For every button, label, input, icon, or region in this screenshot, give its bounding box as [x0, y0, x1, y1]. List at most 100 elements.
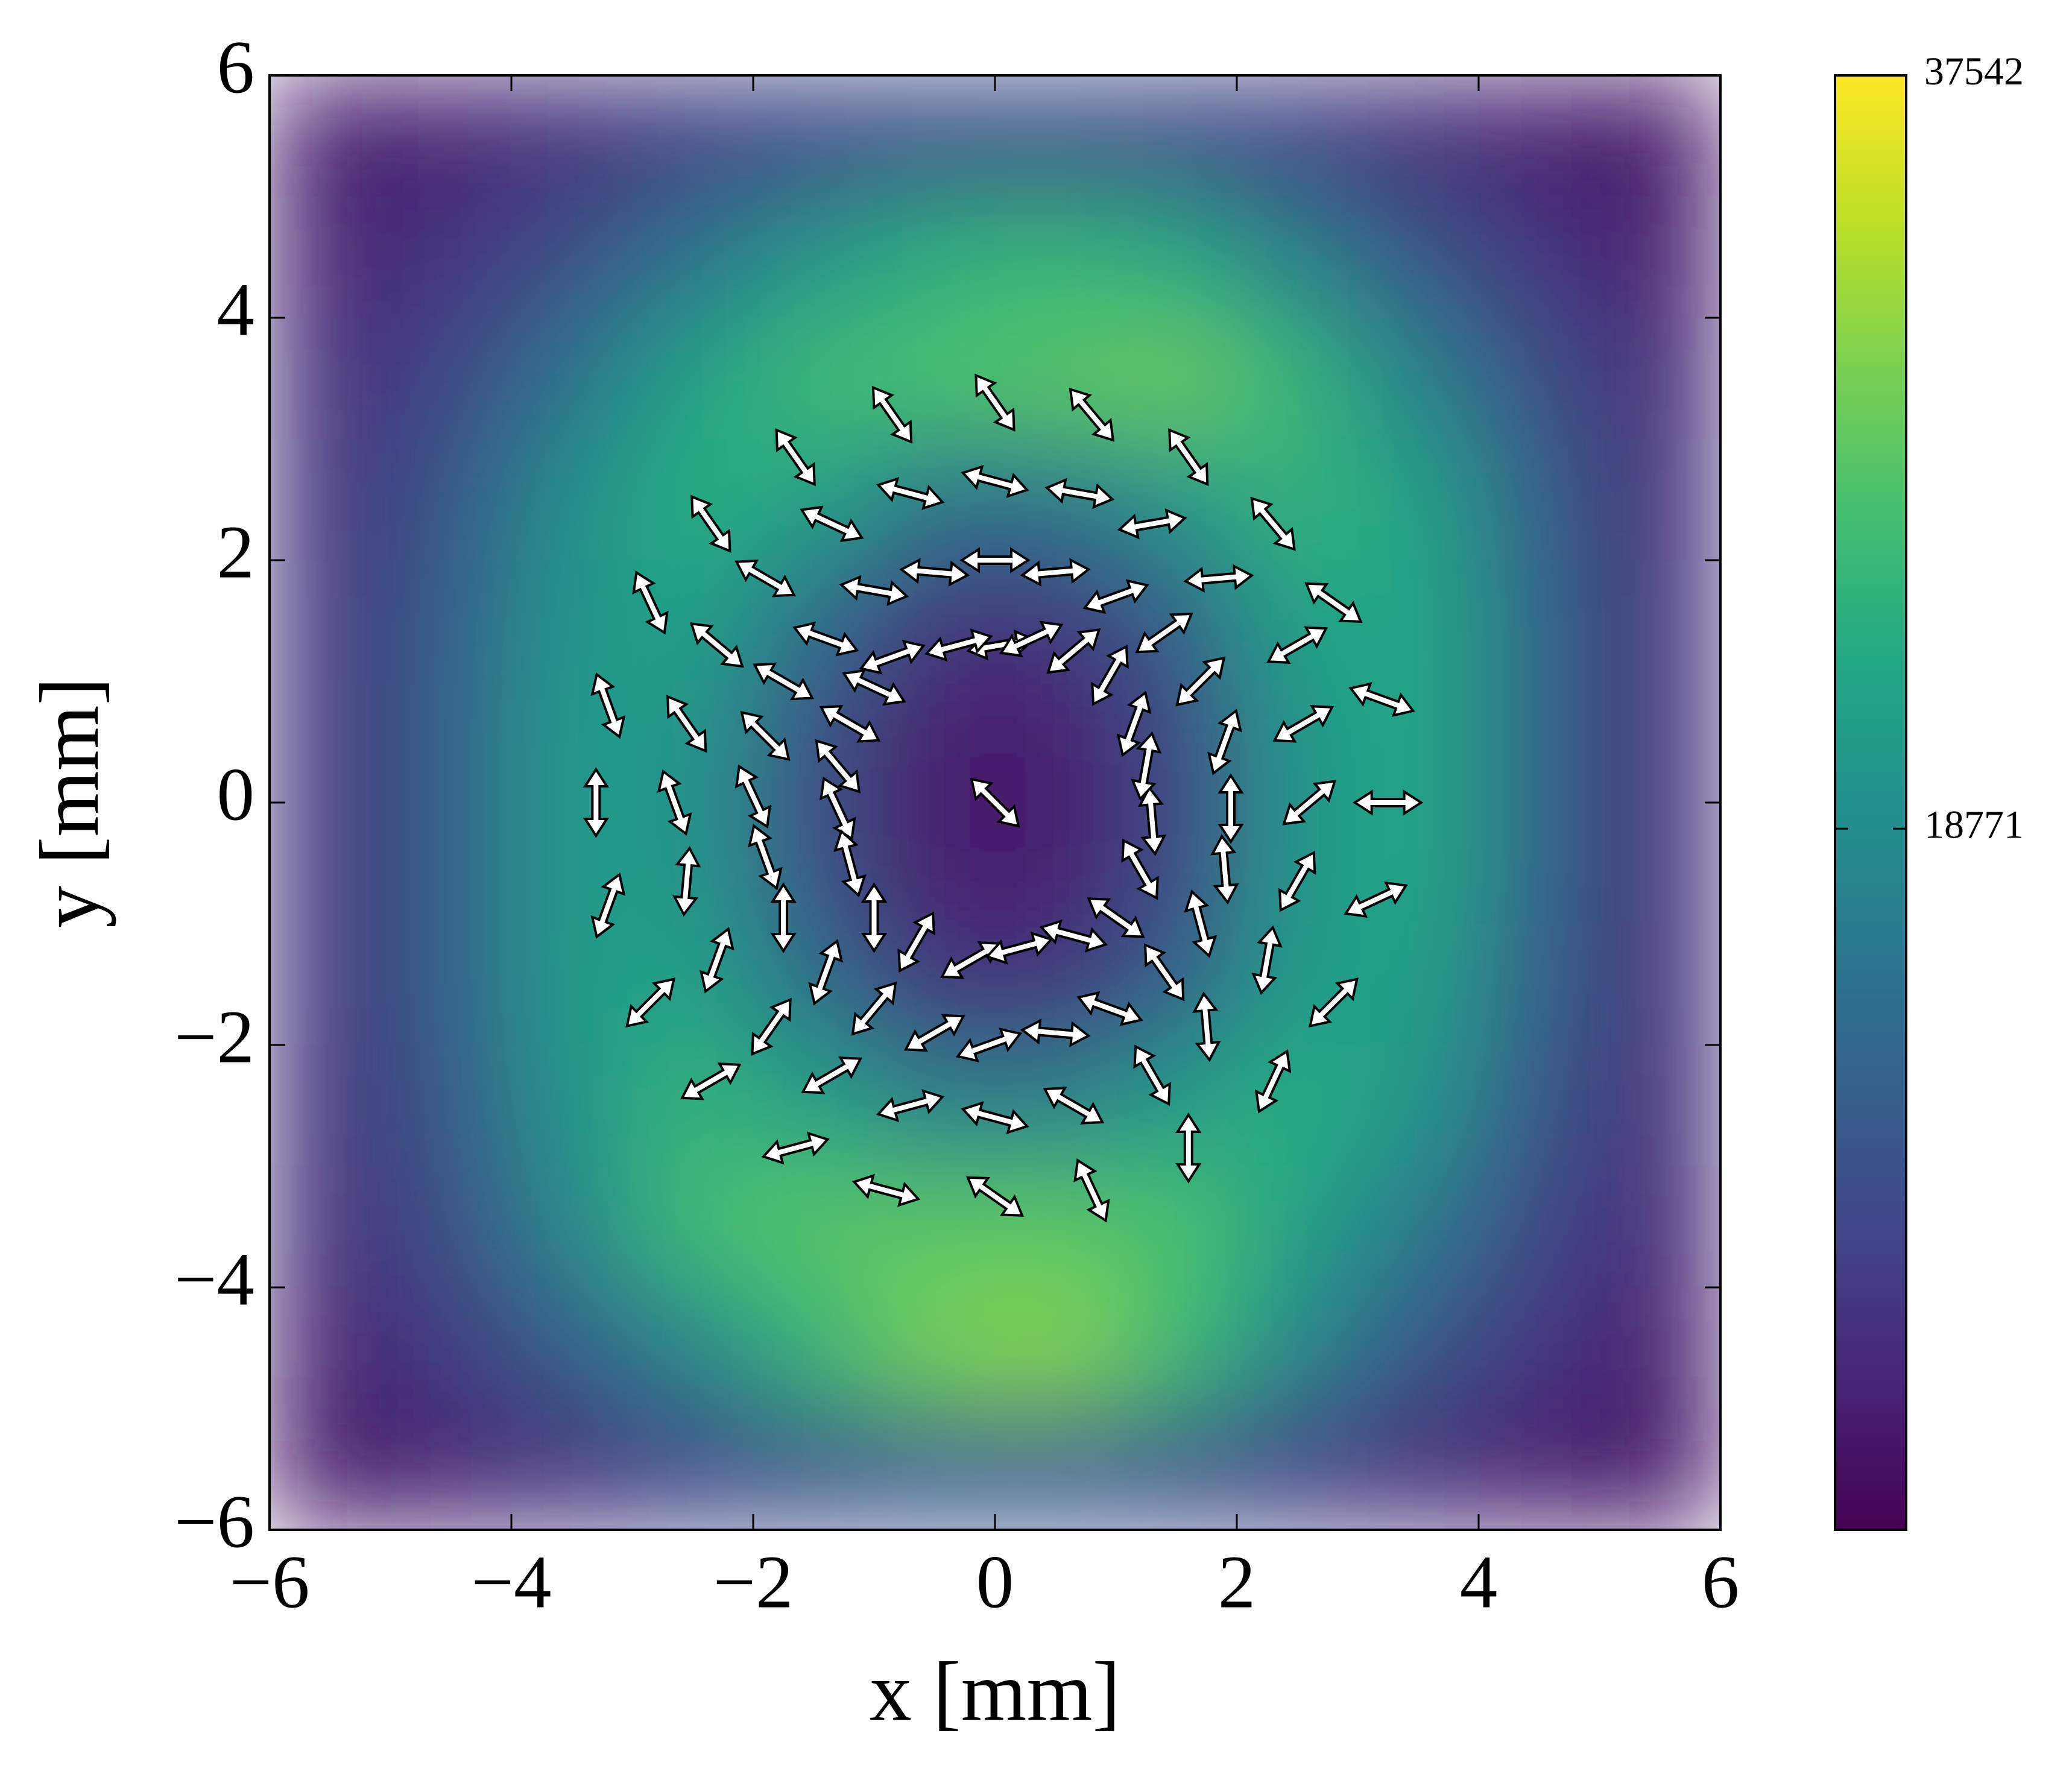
polarization-arrow: [1254, 1049, 1292, 1114]
heat-cell: [753, 317, 874, 440]
heat-cell: [1478, 196, 1600, 318]
polarization-arrow: [751, 997, 792, 1056]
heat-cell: [511, 1408, 633, 1530]
heat-cell: [1116, 196, 1237, 318]
polarization-arrow: [1184, 889, 1218, 958]
heat-cell: [1236, 1287, 1358, 1409]
polarization-arrow: [761, 1131, 830, 1165]
polarization-arrow: [1175, 1113, 1202, 1184]
y-tick-label: −6: [174, 1481, 254, 1564]
heat-cell: [1599, 75, 1720, 197]
polarization-arrow: [1020, 1018, 1091, 1047]
heat-cell: [390, 75, 512, 197]
heat-cell: [1116, 1287, 1237, 1409]
polarization-arrow: [1304, 582, 1363, 623]
polarization-arrow: [1046, 628, 1101, 674]
y-tick-label: 2: [217, 511, 255, 595]
heatmap: [270, 75, 1720, 1530]
polarization-arrow: [666, 695, 707, 753]
heat-cell: [632, 75, 754, 197]
heat-cell: [874, 802, 996, 924]
heat-cell: [632, 923, 754, 1046]
heat-cell: [1357, 1166, 1479, 1288]
heat-cell: [270, 75, 391, 197]
polarization-arrow: [583, 767, 610, 838]
polarization-arrow: [859, 639, 926, 675]
heat-cell: [1478, 923, 1600, 1046]
polarization-arrow: [833, 829, 867, 898]
polarization-arrow: [1207, 709, 1242, 775]
polarization-arrow: [657, 769, 692, 836]
heat-cell: [632, 1166, 754, 1288]
heat-cell: [994, 1408, 1116, 1530]
polarization-arrow: [815, 739, 861, 794]
heat-cell: [994, 1166, 1116, 1288]
x-tick-label: 0: [976, 1541, 1014, 1624]
heat-cell: [753, 438, 874, 561]
heat-cell: [1236, 196, 1358, 318]
polarization-arrow: [1121, 838, 1159, 900]
y-tick-label: −2: [174, 996, 254, 1079]
heat-cell: [1357, 1044, 1479, 1167]
heat-cell: [390, 681, 512, 803]
x-tick-label: −4: [472, 1541, 552, 1624]
heat-cell: [1357, 923, 1479, 1046]
heat-cell: [1599, 1044, 1720, 1167]
polarization-arrow: [775, 428, 816, 487]
heat-cell: [1116, 1166, 1237, 1288]
heat-cell: [632, 1287, 754, 1409]
heat-cell: [1478, 317, 1600, 440]
polarization-arrow: [1073, 1158, 1110, 1223]
heat-cell: [1357, 438, 1479, 561]
polarization-arrow: [1117, 508, 1187, 540]
heat-cell: [270, 438, 391, 561]
polarization-arrow: [1344, 881, 1408, 918]
polarization-arrow: [770, 882, 797, 953]
heat-cell: [874, 1408, 996, 1530]
heat-cell: [511, 1166, 633, 1288]
y-tick-label: 0: [217, 754, 255, 837]
polarization-arrow: [897, 911, 935, 973]
heat-cell: [1599, 681, 1720, 803]
heat-cell: [511, 1287, 633, 1409]
polarization-arrow: [1087, 897, 1145, 938]
heat-cell: [994, 1287, 1116, 1409]
heat-cell: [270, 317, 391, 440]
polarization-arrow: [871, 385, 913, 444]
polarization-arrow: [1135, 612, 1193, 654]
polarization-arrow: [1308, 977, 1359, 1028]
y-tick-label: −4: [174, 1239, 254, 1322]
polarization-arrow: [1218, 773, 1244, 844]
heat-cell: [874, 75, 996, 197]
heat-cell: [1478, 438, 1600, 561]
heat-cell: [1116, 317, 1237, 440]
heat-cell: [1357, 1287, 1479, 1409]
polarization-arrow: [748, 824, 783, 891]
heat-cell: [1357, 1408, 1479, 1530]
heatmap-area: [270, 75, 1720, 1530]
heat-cell: [1116, 75, 1237, 197]
polarization-arrow: [800, 505, 864, 542]
polarization-arrow: [1130, 731, 1162, 801]
heat-cell: [1478, 75, 1600, 197]
heat-cell: [390, 923, 512, 1046]
polarization-arrow: [1352, 789, 1424, 816]
polarization-arrow: [625, 977, 676, 1028]
heat-cell: [753, 1408, 874, 1530]
heat-cell: [270, 923, 391, 1046]
colorbar-tick-label: 18771: [1924, 803, 2024, 847]
heat-cell: [390, 317, 512, 440]
heat-cell: [1478, 802, 1600, 924]
heat-cell: [390, 802, 512, 924]
heat-cell: [270, 1044, 391, 1167]
y-axis-label: y [mm]: [23, 677, 116, 928]
heat-cell: [1236, 681, 1358, 803]
heat-cell: [632, 1408, 754, 1530]
arrow-field: [583, 373, 1424, 1223]
heat-cell: [270, 802, 391, 924]
polarization-arrow: [808, 939, 844, 1006]
heat-cell: [390, 560, 512, 682]
polarization-arrow: [1020, 558, 1091, 587]
polarization-arrow: [1069, 387, 1115, 442]
